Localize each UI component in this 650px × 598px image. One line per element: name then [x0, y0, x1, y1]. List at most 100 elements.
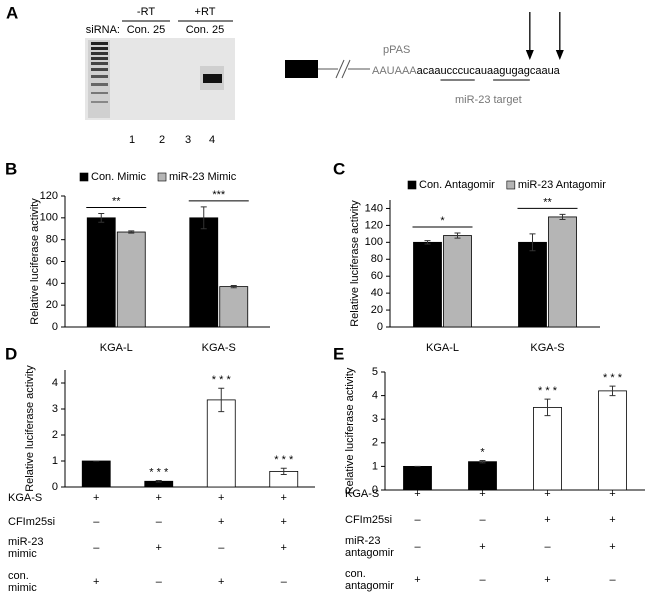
legend-swatch	[506, 180, 516, 190]
condition-mark: +	[609, 488, 615, 500]
bar	[548, 216, 577, 328]
condition-mark: +	[479, 488, 485, 500]
condition-label: antagomir	[345, 547, 394, 559]
y-tick-label: 2	[52, 429, 58, 441]
y-tick-label: 2	[372, 437, 378, 449]
y-tick-label: 3	[52, 403, 58, 415]
condition-mark: –	[218, 542, 225, 554]
condition-mark: –	[544, 541, 551, 553]
error-bar	[544, 398, 551, 417]
y-tick-label: 120	[365, 219, 383, 231]
legend-label: miR-23 Antagomir	[518, 179, 606, 191]
y-tick-label: 0	[52, 481, 58, 493]
y-tick-label: 3	[372, 413, 378, 425]
bar	[86, 217, 116, 328]
condition-label: KGA-S	[345, 488, 379, 500]
lane-number: 2	[159, 134, 165, 146]
condition-mark: –	[414, 514, 421, 526]
error-bar	[529, 233, 536, 252]
sequence-segment: acaa	[417, 65, 442, 77]
arrow-head	[525, 50, 534, 60]
condition-label: CFIm25si	[345, 514, 392, 526]
condition-mark: +	[414, 574, 420, 586]
condition-mark: +	[544, 488, 550, 500]
significance: ***	[212, 189, 226, 201]
y-tick-label: 120	[40, 190, 58, 202]
significance: * * *	[274, 454, 294, 466]
significance: * * *	[212, 374, 232, 386]
sequence-segment: AAUAAA	[372, 65, 417, 77]
significance: * * *	[538, 385, 558, 397]
bar	[598, 390, 627, 491]
lane-number: 4	[209, 134, 215, 146]
condition-mark: –	[156, 576, 163, 588]
condition-label: mimic	[8, 548, 37, 560]
y-axis-label: Relative luciferase activity	[349, 200, 361, 327]
y-tick-label: 100	[40, 212, 58, 224]
sequence-segment: aua	[475, 65, 494, 77]
group-label: +RT	[195, 6, 216, 18]
error-bar	[454, 232, 461, 239]
bar	[219, 286, 249, 328]
error-bar	[479, 460, 486, 464]
y-tick-label: 20	[371, 304, 383, 316]
y-tick-label: 20	[46, 299, 58, 311]
y-axis-label: Relative luciferase activity	[29, 198, 41, 325]
arrow-head	[555, 50, 564, 60]
legend-label: miR-23 Mimic	[169, 171, 237, 183]
panel-letter: E	[333, 344, 344, 363]
x-tick-label: KGA-L	[426, 342, 459, 354]
y-tick-label: 1	[52, 455, 58, 467]
panel-letter: B	[5, 159, 17, 178]
condition-mark: +	[609, 541, 615, 553]
legend-label: Con. Mimic	[91, 171, 147, 183]
condition-label: CFIm25si	[8, 516, 55, 528]
condition-mark: +	[609, 514, 615, 526]
sequence-segment: agugag	[493, 65, 530, 77]
significance: * * *	[603, 372, 623, 384]
condition-label: antagomir	[345, 580, 394, 592]
condition-label: con.	[345, 568, 366, 580]
condition-mark: +	[156, 542, 162, 554]
error-bar	[280, 467, 287, 476]
sequence-segment: ucccuc	[441, 65, 476, 77]
condition-mark: +	[218, 516, 224, 528]
condition-mark: –	[479, 514, 486, 526]
y-tick-label: 60	[371, 270, 383, 282]
y-tick-label: 4	[52, 377, 58, 389]
y-tick-label: 40	[46, 277, 58, 289]
condition-label: KGA-S	[8, 492, 42, 504]
condition-mark: +	[156, 492, 162, 504]
group-label: -RT	[137, 6, 155, 18]
significance: *	[440, 215, 445, 227]
condition-mark: +	[281, 492, 287, 504]
y-tick-label: 0	[372, 484, 378, 496]
condition-mark: –	[479, 574, 486, 586]
y-tick-label: 80	[46, 234, 58, 246]
condition-mark: –	[281, 576, 288, 588]
significance: *	[480, 446, 485, 458]
y-axis-label: Relative luciferase activity	[24, 365, 36, 492]
condition-label: con.	[8, 570, 29, 582]
condition-label: miR-23	[345, 535, 380, 547]
condition-mark: +	[218, 492, 224, 504]
condition-mark: +	[414, 488, 420, 500]
y-tick-label: 80	[371, 253, 383, 265]
bar	[206, 399, 236, 488]
lane-label: Con. 25	[186, 24, 225, 36]
bar	[81, 460, 111, 488]
condition-mark: –	[414, 541, 421, 553]
panel-letter: D	[5, 344, 17, 363]
break-mark	[335, 59, 345, 79]
target-label: miR-23 target	[455, 94, 522, 106]
condition-mark: +	[93, 576, 99, 588]
condition-mark: +	[281, 516, 287, 528]
bar	[189, 217, 219, 328]
condition-mark: –	[93, 516, 100, 528]
condition-mark: +	[479, 541, 485, 553]
bar	[116, 231, 146, 328]
break-mark	[341, 59, 351, 79]
condition-mark: +	[281, 542, 287, 554]
y-tick-label: 100	[365, 236, 383, 248]
